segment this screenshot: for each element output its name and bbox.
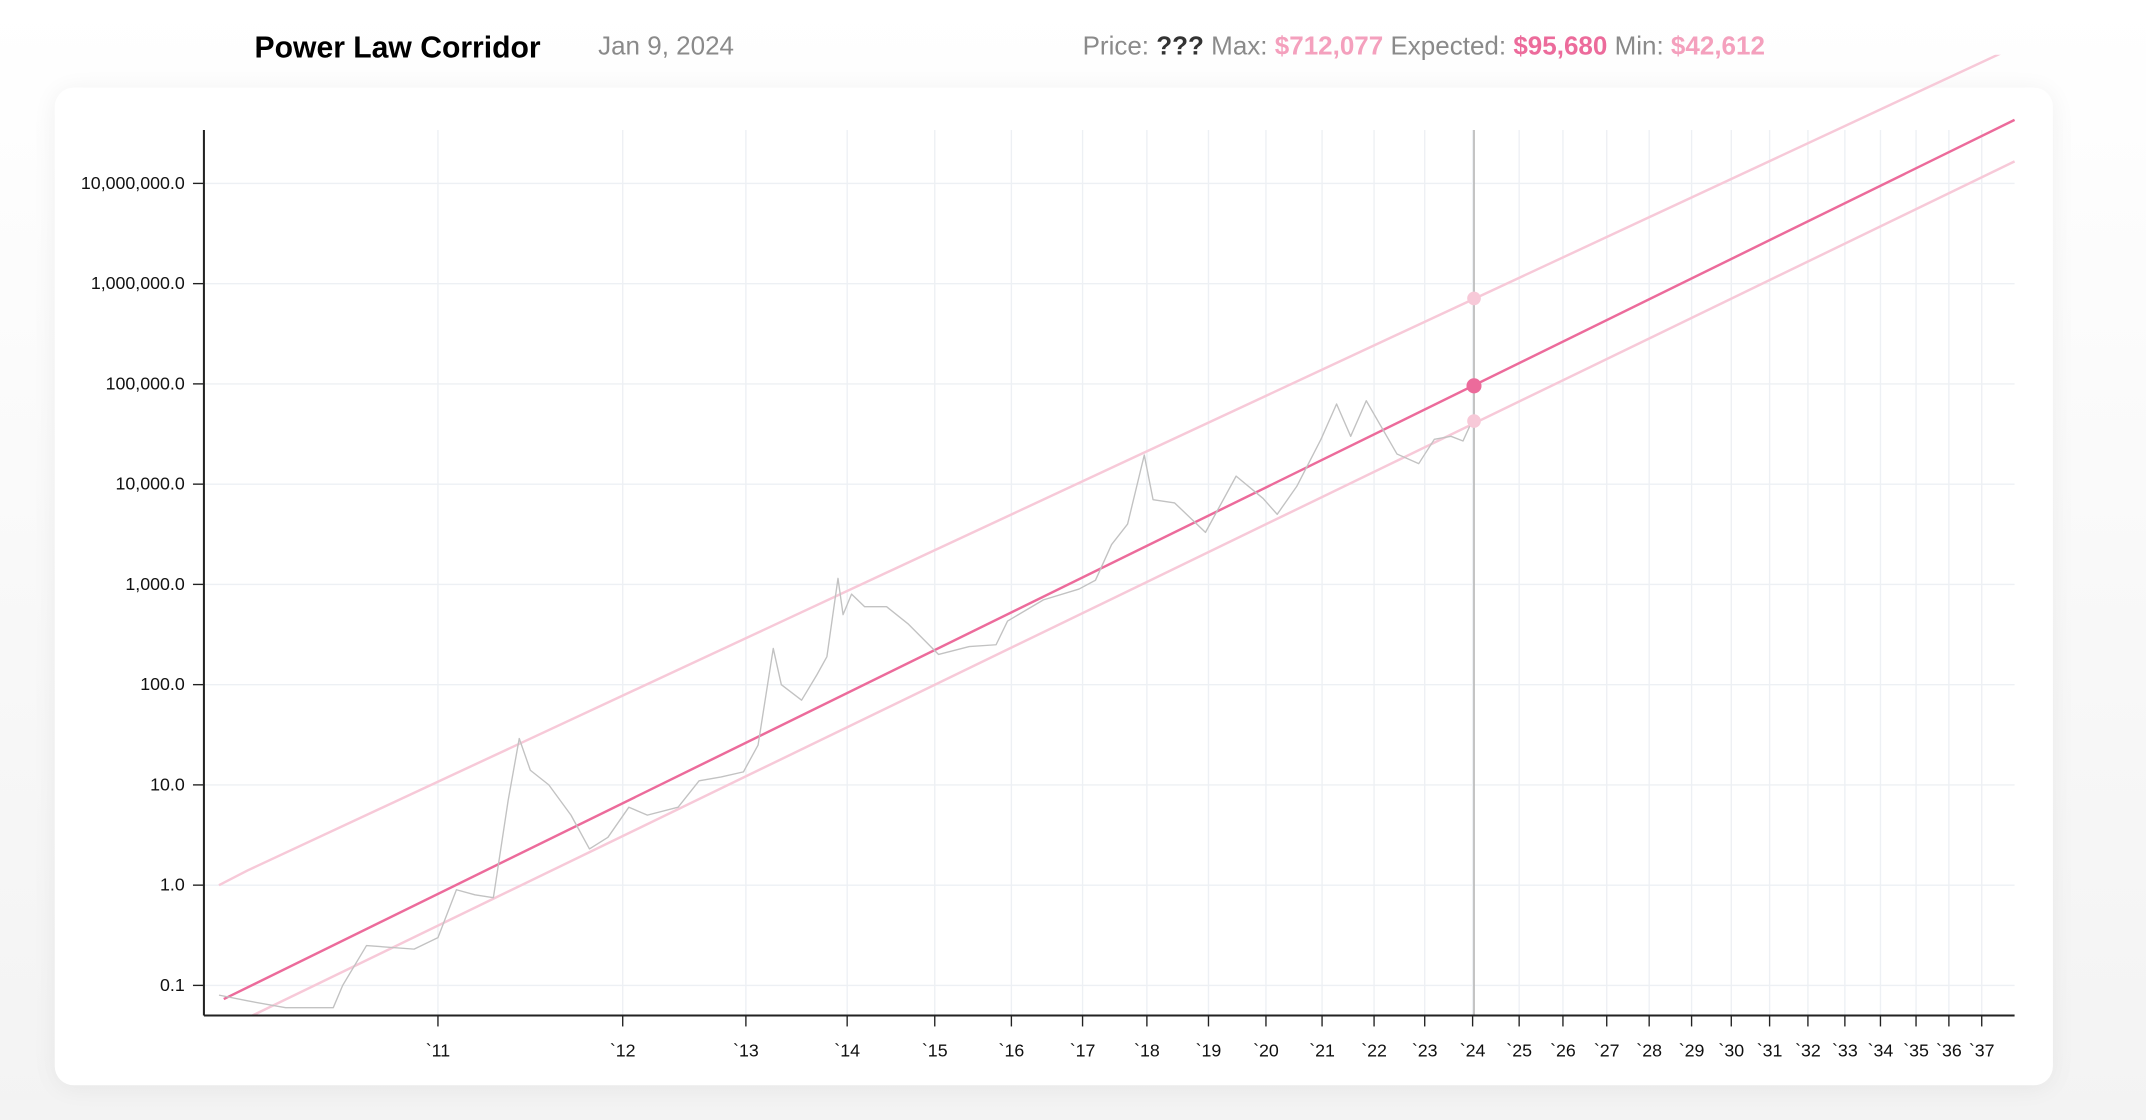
x-tick-label: `30	[1718, 1041, 1744, 1061]
expected-label: Expected:	[1390, 32, 1507, 62]
x-tick-label: `29	[1679, 1041, 1705, 1061]
y-tick-label: 0.1	[160, 975, 185, 995]
x-tick-label: `28	[1636, 1041, 1662, 1061]
x-tick-label: `14	[834, 1041, 860, 1061]
x-tick-label: `33	[1832, 1041, 1858, 1061]
x-tick-label: `15	[922, 1041, 948, 1061]
y-tick-label: 100.0	[140, 674, 185, 694]
y-tick-label: 1.0	[160, 875, 185, 895]
header: Power Law Corridor Jan 9, 2024 Price: ??…	[0, 27, 2146, 71]
expected-marker	[1466, 378, 1482, 394]
price-value: ???	[1156, 32, 1204, 62]
x-tick-label: `23	[1412, 1041, 1438, 1061]
max-label: Max:	[1211, 32, 1268, 62]
x-tick-label: `18	[1134, 1041, 1160, 1061]
x-tick-label: `31	[1757, 1041, 1783, 1061]
x-tick-label: `22	[1361, 1041, 1387, 1061]
min-label: Min:	[1614, 32, 1664, 62]
x-tick-label: `21	[1309, 1041, 1335, 1061]
stats-bar: Price: ??? Max: $712,077 Expected: $95,6…	[1083, 33, 1765, 63]
x-tick-label: `32	[1795, 1041, 1821, 1061]
series-price-line	[218, 400, 1475, 1009]
x-tick-label: `24	[1460, 1041, 1486, 1061]
selected-date: Jan 9, 2024	[598, 32, 734, 62]
x-tick-label: `27	[1594, 1041, 1620, 1061]
x-tick-label: `35	[1903, 1041, 1929, 1061]
series-max-line	[218, 54, 2001, 887]
y-tick-label: 10,000,000.0	[81, 173, 185, 193]
y-tick-label: 10.0	[150, 774, 185, 794]
max-value: $712,077	[1274, 32, 1384, 62]
min-marker	[1467, 414, 1481, 428]
x-tick-label: `34	[1868, 1041, 1894, 1061]
x-tick-label: `20	[1253, 1041, 1279, 1061]
max-marker	[1467, 291, 1481, 306]
x-tick-label: `36	[1936, 1041, 1962, 1061]
x-tick-label: `19	[1196, 1041, 1222, 1061]
x-tick-label: `26	[1550, 1041, 1576, 1061]
x-tick-label: `12	[610, 1041, 636, 1061]
y-tick-label: 1,000.0	[125, 574, 184, 594]
page-title: Power Law Corridor	[254, 30, 541, 65]
y-tick-label: 1,000,000.0	[91, 273, 185, 293]
x-tick-label: `13	[733, 1041, 759, 1061]
series-min-line	[251, 160, 2016, 1016]
price-label: Price:	[1082, 32, 1150, 62]
x-tick-label: `17	[1070, 1041, 1096, 1061]
x-tick-label: `37	[1969, 1041, 1995, 1061]
x-tick-label: `25	[1506, 1041, 1532, 1061]
min-value: $42,612	[1670, 32, 1765, 62]
y-tick-label: 10,000.0	[116, 474, 185, 494]
y-tick-label: 100,000.0	[106, 373, 185, 393]
x-tick-label: `11	[426, 1041, 450, 1061]
expected-value: $95,680	[1513, 32, 1608, 62]
series-expected-line	[223, 118, 2016, 1001]
x-tick-label: `16	[999, 1041, 1025, 1061]
